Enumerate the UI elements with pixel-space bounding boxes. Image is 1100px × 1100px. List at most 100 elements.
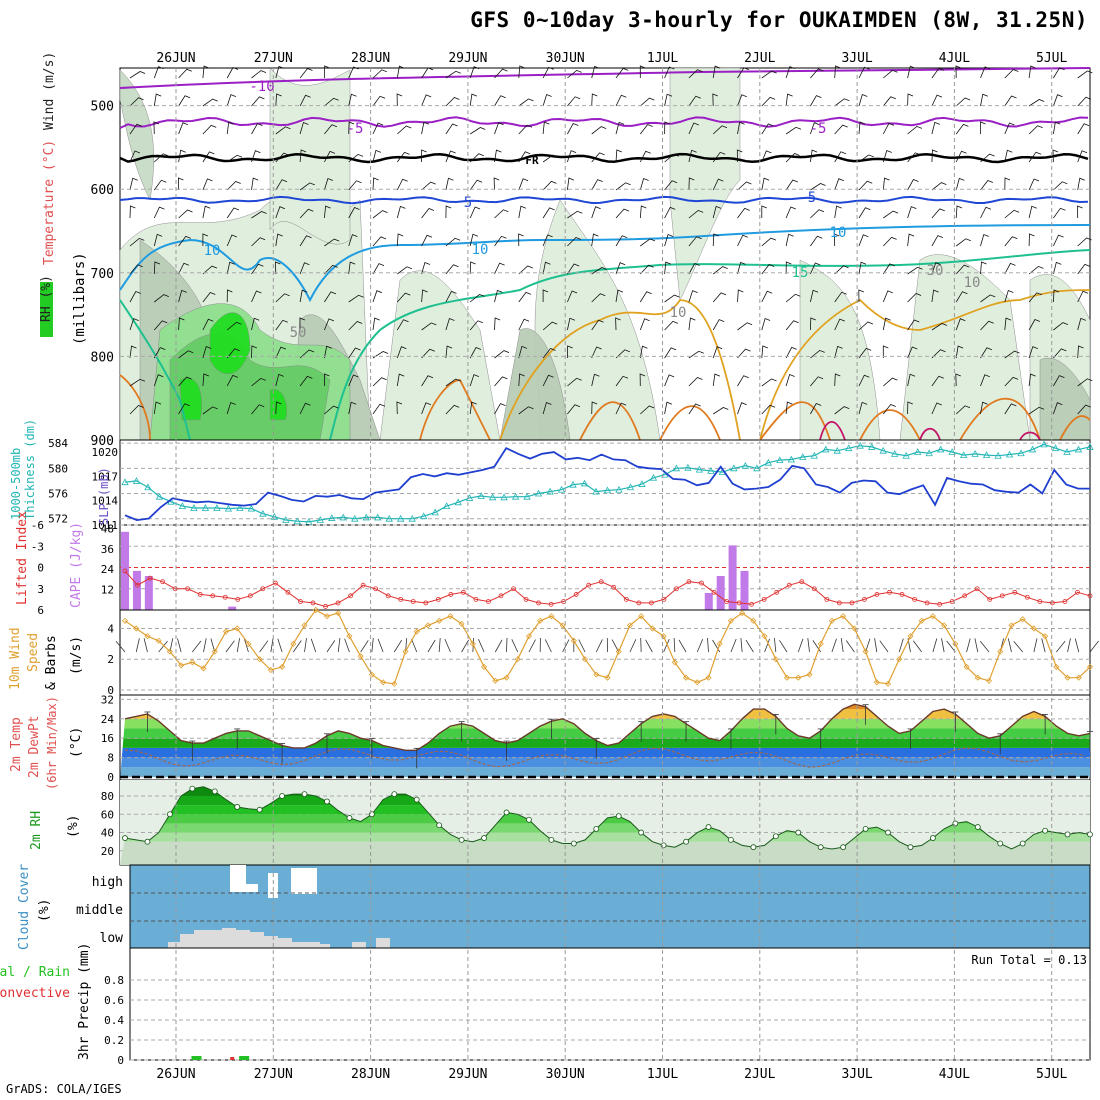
wind-barb bbox=[615, 121, 625, 135]
wind-barb bbox=[397, 266, 413, 275]
rh2m-marker bbox=[1064, 831, 1071, 838]
thickness-marker bbox=[557, 485, 566, 493]
cloud-low bbox=[222, 928, 236, 948]
wind-barb bbox=[202, 318, 214, 331]
wind-barb bbox=[664, 206, 676, 219]
wind-axis-label: Wind (m/s) bbox=[42, 52, 57, 130]
wind-barb bbox=[177, 177, 184, 191]
wind-barb bbox=[153, 206, 165, 219]
wind-barb bbox=[202, 124, 217, 135]
slp-tick-label: 1017 bbox=[92, 470, 119, 483]
wind10-marker bbox=[828, 617, 835, 624]
precip-tick-label: 0.4 bbox=[104, 1014, 124, 1027]
rh2m-marker bbox=[481, 835, 487, 841]
thickness-marker bbox=[1051, 444, 1060, 452]
rh2m-axis-label: 2m RH bbox=[29, 811, 44, 850]
thickness-marker bbox=[431, 508, 439, 516]
wind10-marker bbox=[593, 671, 600, 678]
wind10-barb bbox=[326, 640, 336, 653]
wind-barb bbox=[955, 264, 970, 275]
wind-barb bbox=[591, 65, 600, 79]
temp2m-tick-label: 8 bbox=[107, 752, 114, 765]
wind10-marker bbox=[121, 617, 129, 624]
wind10-axis-label-3: & Barbs bbox=[44, 635, 59, 690]
wind-barb bbox=[494, 317, 501, 331]
precip-total-bar bbox=[239, 1056, 250, 1060]
wind-barb bbox=[761, 70, 777, 79]
wind-barb bbox=[542, 207, 555, 219]
wind10-barb bbox=[840, 638, 844, 653]
wind-barb bbox=[202, 98, 218, 107]
wind-barb bbox=[834, 318, 845, 331]
lifted-index-marker bbox=[711, 589, 717, 595]
date-label-top: 2JUL bbox=[744, 51, 775, 66]
thickness-markers bbox=[121, 440, 1094, 525]
rh2m-marker bbox=[593, 826, 600, 832]
wind-barb bbox=[542, 289, 549, 302]
thickness-marker bbox=[316, 516, 324, 523]
wind10-marker bbox=[492, 677, 499, 684]
wind-barb bbox=[348, 294, 364, 303]
wind-barb bbox=[931, 289, 939, 303]
cloud-low bbox=[376, 938, 390, 948]
wind-barb bbox=[712, 373, 721, 387]
wind10-marker bbox=[795, 674, 802, 681]
wind-barb bbox=[639, 345, 648, 359]
wind-barb bbox=[178, 403, 190, 415]
wind-barb bbox=[299, 402, 311, 415]
wind-barb bbox=[761, 345, 768, 359]
wind10-frame bbox=[119, 609, 1091, 696]
wind-barb bbox=[785, 179, 798, 191]
wind-barb bbox=[785, 293, 801, 303]
thickness-marker bbox=[477, 492, 485, 499]
precip-axis-label-3: 3hr Precip (mm) bbox=[77, 943, 92, 1060]
wind10-marker bbox=[222, 628, 230, 635]
wind-barb bbox=[1004, 177, 1011, 191]
wind-barb bbox=[810, 122, 820, 135]
wind-barb bbox=[834, 291, 847, 303]
wind10-marker bbox=[458, 620, 465, 627]
wind-barb bbox=[688, 262, 700, 275]
wind10-marker bbox=[873, 679, 880, 686]
cloud-low bbox=[236, 930, 250, 948]
cloud-units-label: (%) bbox=[37, 899, 52, 922]
wind-barb bbox=[980, 180, 994, 191]
wind-barb bbox=[931, 349, 946, 359]
rh2m-marker bbox=[189, 785, 196, 792]
wind-barb bbox=[324, 65, 330, 79]
wind-barb bbox=[518, 345, 528, 359]
lifted-index-marker bbox=[260, 586, 266, 592]
lifted-index-marker bbox=[736, 600, 742, 606]
wind-barb bbox=[1053, 181, 1068, 191]
thickness-marker bbox=[592, 487, 600, 495]
rh2m-tick-label: 20 bbox=[101, 845, 114, 858]
slp-tick-label: 1014 bbox=[92, 495, 119, 508]
wind-barb bbox=[299, 262, 310, 275]
wind-barb bbox=[226, 234, 238, 247]
wind-barb bbox=[640, 264, 654, 275]
wind10-marker bbox=[1086, 663, 1094, 670]
wind-barb bbox=[688, 236, 702, 247]
wind-barb bbox=[931, 262, 941, 275]
wind-barb bbox=[591, 179, 603, 191]
lifted-index-marker bbox=[937, 601, 943, 607]
lifted-index-marker bbox=[172, 586, 178, 592]
thickness-marker bbox=[362, 513, 370, 521]
wind-barb bbox=[567, 237, 582, 247]
date-label-bottom: 4JUL bbox=[939, 1067, 970, 1082]
wind-barb bbox=[226, 321, 242, 331]
lifted-index-tick-label: 3 bbox=[37, 583, 44, 596]
wind10-marker bbox=[155, 637, 162, 644]
wind-barb bbox=[639, 373, 646, 387]
rh2m-marker bbox=[930, 835, 936, 841]
wind-barb bbox=[1028, 318, 1041, 331]
cloud-low bbox=[194, 930, 208, 948]
wind10-marker bbox=[166, 648, 173, 655]
wind-barb bbox=[518, 65, 525, 79]
lifted-index-marker bbox=[836, 600, 842, 606]
wind-barb bbox=[299, 68, 313, 79]
wind-barb bbox=[518, 151, 531, 163]
temp2m-band bbox=[120, 767, 1090, 777]
date-label-bottom: 28JUN bbox=[351, 1067, 390, 1082]
